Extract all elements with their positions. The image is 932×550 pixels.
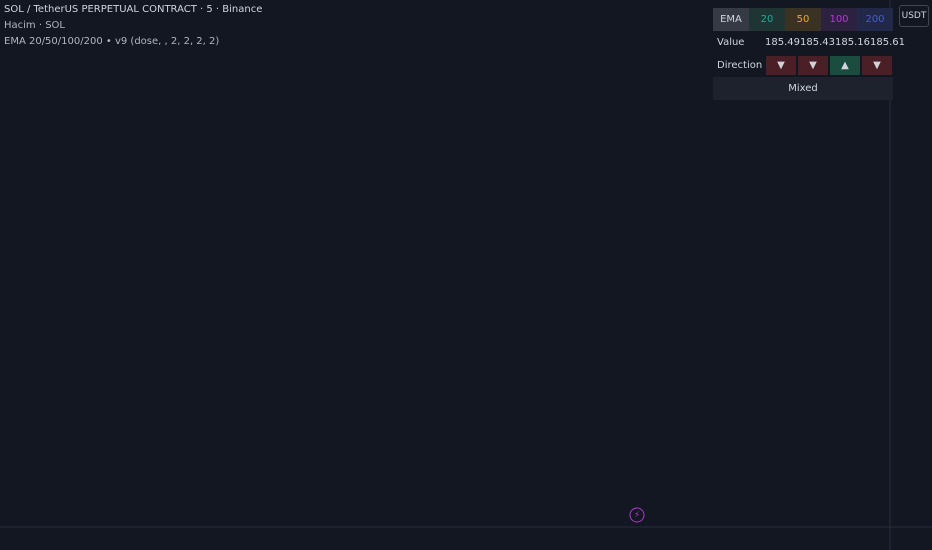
alert-icon[interactable]: ⚡ (634, 511, 640, 521)
table-summary: Mixed (713, 77, 893, 100)
ema-value: 185.16 (835, 37, 870, 48)
ema-value: 185.61 (870, 37, 905, 48)
symbol-title: SOL / TetherUS PERPETUAL CONTRACT · 5 · … (4, 4, 263, 15)
row-label: Value (717, 37, 745, 48)
currency-button[interactable]: USDT (899, 5, 929, 27)
table-header-cell: 50 (785, 8, 821, 31)
ema-value: 185.49 (765, 37, 800, 48)
ema-direction: ▼ (862, 56, 892, 75)
indicator-title: EMA 20/50/100/200 • v9 (dose, , 2, 2, 2,… (4, 36, 220, 47)
table-header-cell: 20 (749, 8, 785, 31)
table-header-cell: EMA (713, 8, 749, 31)
ema-table: EMA 20 50 100 200 Value 185.49 185.43 185.16 185… (713, 8, 905, 100)
table-header-cell: 100 (821, 8, 857, 31)
ema-direction: ▼ (766, 56, 796, 75)
table-header-cell: 200 (857, 8, 893, 31)
table-values: Value 185.49 185.43 185.16 185.61 (713, 31, 905, 54)
row-label: Direction (717, 60, 763, 71)
table-header: EMA 20 50 100 200 (713, 8, 893, 31)
summary: Mixed (788, 83, 818, 94)
table-direction: Direction ▼ ▼ ▲ ▼ (713, 54, 893, 77)
ema-direction: ▲ (830, 56, 860, 75)
ema-direction: ▼ (798, 56, 828, 75)
ema-value: 185.43 (800, 37, 835, 48)
alert-icon[interactable] (629, 507, 645, 523)
volume-title: Hacim · SOL (4, 20, 65, 31)
